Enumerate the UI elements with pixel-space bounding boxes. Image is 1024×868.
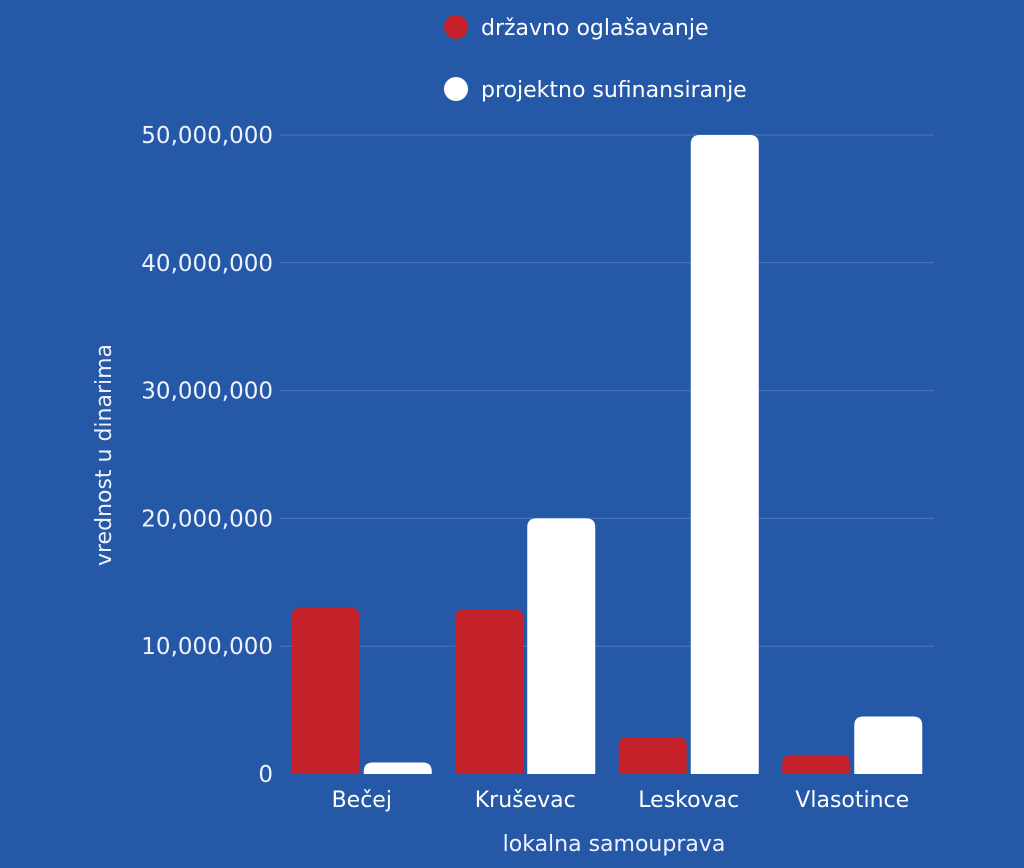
y-tick-label: 40,000,000 — [141, 251, 273, 277]
legend-swatch-0 — [444, 15, 468, 39]
x-tick-label: Kruševac — [475, 788, 576, 813]
bar-projektno-3 — [854, 716, 923, 774]
bars — [291, 135, 923, 774]
y-tick-label: 50,000,000 — [141, 123, 273, 149]
x-tick-label: Vlasotince — [795, 788, 909, 813]
bar-projektno-0 — [363, 762, 432, 774]
x-tick-label: Bečej — [332, 788, 392, 813]
x-axis-ticks: Bečej Kruševac Leskovac Vlasotince — [332, 788, 910, 813]
y-tick-label: 20,000,000 — [141, 506, 273, 532]
gridlines — [280, 134, 934, 647]
y-axis-ticks: 0 10,000,000 20,000,000 30,000,000 40,000,00… — [141, 123, 273, 788]
bar-projektno-2 — [690, 135, 759, 774]
legend: državno oglašavanje projektno sufinansira… — [444, 15, 747, 103]
legend-label-1: projektno sufinansiranje — [481, 78, 747, 103]
x-tick-label: Leskovac — [638, 788, 739, 813]
legend-swatch-1 — [444, 77, 468, 101]
bar-drzavno-3 — [782, 754, 851, 774]
y-tick-label: 10,000,000 — [141, 634, 273, 660]
y-axis-title: vrednost u dinarima — [92, 344, 117, 566]
y-tick-label: 0 — [258, 762, 273, 788]
legend-label-0: državno oglašavanje — [481, 16, 709, 41]
bar-drzavno-1 — [455, 609, 524, 774]
bar-drzavno-0 — [291, 607, 360, 774]
bar-drzavno-2 — [618, 736, 687, 774]
y-tick-label: 30,000,000 — [141, 379, 273, 405]
x-axis-title: lokalna samouprava — [503, 832, 726, 857]
bar-projektno-1 — [527, 518, 596, 774]
